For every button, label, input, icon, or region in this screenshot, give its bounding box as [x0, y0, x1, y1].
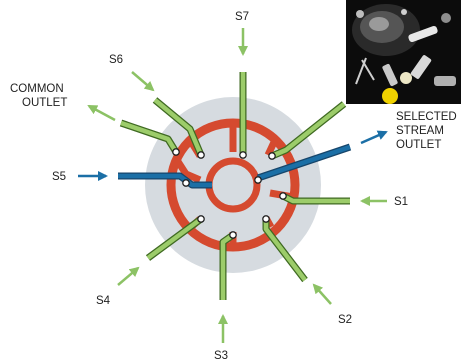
label-s5: S5: [52, 171, 66, 183]
label-s4: S4: [96, 295, 111, 307]
inlet-arrows: [87, 28, 387, 343]
label-common-outlet: COMMON OUTLET: [10, 83, 67, 109]
label-s2: S2: [338, 314, 352, 326]
label-s3: S3: [214, 350, 228, 362]
label-selected-stream-outlet: SELECTED STREAM OUTLET: [396, 111, 460, 151]
selected-arrows: [78, 130, 388, 181]
photo-drawing: [346, 0, 461, 104]
arrow-s4: [117, 266, 140, 286]
arrow-selected-outlet: [360, 130, 388, 145]
arrow-common-outlet: [87, 104, 116, 122]
label-s6: S6: [109, 54, 123, 66]
arrow-s2: [312, 283, 332, 305]
valve-hardware-photo: [346, 0, 461, 104]
port-holes: [172, 148, 287, 239]
inlet-tubes: [119, 72, 350, 300]
label-s7: S7: [235, 11, 249, 23]
arrow-s6: [131, 71, 155, 92]
label-s1: S1: [394, 196, 408, 208]
